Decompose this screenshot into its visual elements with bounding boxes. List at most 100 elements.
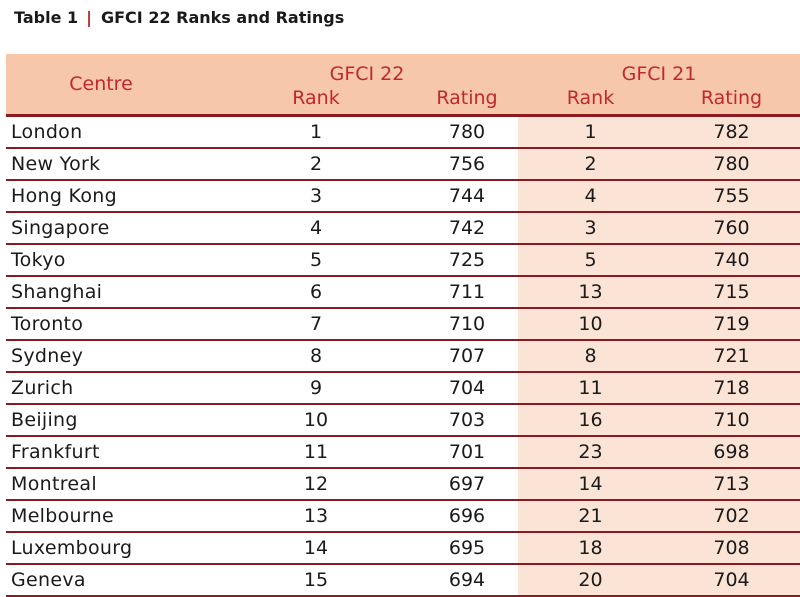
cell-gfci22-rank: 10	[303, 408, 329, 431]
ranks-table-container: Centre GFCI 22 GFCI 21 Rank Rating Rank …	[6, 54, 800, 597]
cell-centre: Tokyo	[11, 248, 66, 271]
table-row: Melbourne 13 696 21 702	[6, 499, 800, 532]
header-gfci21-rank: Rank	[518, 87, 663, 116]
table-row: New York 2 756 2 780	[6, 147, 800, 180]
cell-centre: New York	[11, 152, 101, 175]
cell-gfci21-rank: 10	[518, 307, 663, 340]
cell-gfci22-rating: 695	[448, 536, 486, 559]
cell-gfci21-rank: 8	[518, 339, 663, 372]
caption-separator: |	[86, 8, 92, 27]
cell-gfci22-rank: 15	[303, 568, 329, 591]
header-centre: Centre	[6, 54, 216, 116]
cell-gfci21-rank: 21	[518, 499, 663, 532]
cell-gfci22-rank: 13	[303, 504, 329, 527]
table-row: Luxembourg 14 695 18 708	[6, 531, 800, 564]
table-row: Montreal 12 697 14 713	[6, 467, 800, 500]
header-gfci21: GFCI 21	[518, 54, 800, 87]
cell-gfci22-rating: 701	[448, 440, 486, 463]
cell-gfci22-rank: 7	[309, 312, 323, 335]
table-number: Table 1	[14, 8, 79, 27]
cell-centre: Toronto	[11, 312, 84, 335]
cell-centre: London	[11, 120, 83, 143]
header-row-groups: Centre GFCI 22 GFCI 21	[6, 54, 800, 116]
cell-gfci22-rank: 14	[303, 536, 329, 559]
cell-gfci21-rank: 18	[518, 531, 663, 564]
cell-gfci21-rating: 715	[663, 275, 800, 308]
cell-gfci21-rank: 3	[518, 211, 663, 244]
cell-gfci21-rating: 704	[663, 563, 800, 596]
cell-gfci22-rating: 744	[448, 184, 486, 207]
table-row: Singapore 4 742 3 760	[6, 211, 800, 244]
table-row: Frankfurt 11 701 23 698	[6, 435, 800, 468]
cell-gfci21-rating: 780	[663, 147, 800, 180]
cell-gfci21-rank: 16	[518, 403, 663, 436]
cell-centre: Frankfurt	[11, 440, 100, 463]
table-row: Beijing 10 703 16 710	[6, 403, 800, 436]
header-gfci22-rating: Rating	[416, 87, 518, 116]
cell-gfci21-rank: 14	[518, 467, 663, 500]
cell-gfci22-rank: 8	[309, 344, 323, 367]
table-row: Sydney 8 707 8 721	[6, 339, 800, 372]
ranks-table: Centre GFCI 22 GFCI 21 Rank Rating Rank …	[6, 54, 800, 597]
cell-gfci22-rating: 703	[448, 408, 486, 431]
table-row: Zurich 9 704 11 718	[6, 371, 800, 404]
table-row: Toronto 7 710 10 719	[6, 307, 800, 340]
cell-gfci22-rank: 1	[309, 120, 323, 143]
cell-gfci21-rating: 782	[663, 115, 800, 148]
cell-gfci22-rating: 697	[448, 472, 486, 495]
table-row: Hong Kong 3 744 4 755	[6, 179, 800, 212]
header-gfci21-rating: Rating	[663, 87, 800, 116]
cell-centre: Beijing	[11, 408, 78, 431]
table-row: Tokyo 5 725 5 740	[6, 243, 800, 276]
cell-gfci22-rating: 711	[448, 280, 486, 303]
cell-gfci21-rating: 760	[663, 211, 800, 244]
table-body: London 1 780 1 782 New York 2 756 2 780 Hong Kong 3…	[6, 115, 800, 596]
cell-gfci21-rank: 11	[518, 371, 663, 404]
table-row: Shanghai 6 711 13 715	[6, 275, 800, 308]
table-header: Centre GFCI 22 GFCI 21 Rank Rating Rank …	[6, 54, 800, 116]
cell-gfci22-rating: 694	[448, 568, 486, 591]
cell-gfci22-rank: 3	[309, 184, 323, 207]
cell-gfci22-rating: 780	[448, 120, 486, 143]
cell-gfci21-rating: 708	[663, 531, 800, 564]
cell-gfci22-rating: 725	[448, 248, 486, 271]
header-gfci22-rank: Rank	[216, 87, 416, 116]
cell-centre: Melbourne	[11, 504, 114, 527]
cell-centre: Hong Kong	[11, 184, 117, 207]
cell-gfci22-rank: 9	[309, 376, 323, 399]
cell-gfci22-rating: 756	[448, 152, 486, 175]
cell-gfci21-rank: 1	[518, 115, 663, 148]
cell-gfci21-rating: 702	[663, 499, 800, 532]
cell-gfci22-rank: 4	[309, 216, 323, 239]
table-caption: Table 1 | GFCI 22 Ranks and Ratings	[14, 6, 344, 30]
cell-gfci22-rank: 12	[303, 472, 329, 495]
table-title: GFCI 22 Ranks and Ratings	[100, 8, 345, 27]
cell-gfci22-rating: 704	[448, 376, 486, 399]
cell-centre: Sydney	[11, 344, 84, 367]
cell-gfci21-rating: 698	[663, 435, 800, 468]
header-gfci22: GFCI 22	[216, 54, 518, 87]
cell-gfci21-rating: 755	[663, 179, 800, 212]
cell-gfci22-rank: 11	[303, 440, 329, 463]
table-row: Geneva 15 694 20 704	[6, 563, 800, 596]
cell-gfci22-rank: 2	[309, 152, 323, 175]
cell-centre: Luxembourg	[11, 536, 133, 559]
cell-gfci21-rating: 710	[663, 403, 800, 436]
cell-gfci21-rank: 2	[518, 147, 663, 180]
table-row: London 1 780 1 782	[6, 115, 800, 148]
cell-centre: Montreal	[11, 472, 97, 495]
cell-gfci22-rating: 707	[448, 344, 486, 367]
cell-gfci22-rating: 696	[448, 504, 486, 527]
cell-gfci21-rating: 713	[663, 467, 800, 500]
cell-gfci22-rating: 742	[448, 216, 486, 239]
header-row-columns: Rank Rating Rank Rating	[6, 87, 800, 116]
cell-centre: Zurich	[11, 376, 74, 399]
cell-gfci21-rating: 718	[663, 371, 800, 404]
cell-centre: Geneva	[11, 568, 86, 591]
cell-gfci22-rank: 5	[309, 248, 323, 271]
cell-gfci21-rank: 13	[518, 275, 663, 308]
cell-gfci21-rating: 721	[663, 339, 800, 372]
cell-centre: Shanghai	[11, 280, 103, 303]
cell-gfci21-rank: 20	[518, 563, 663, 596]
cell-gfci21-rank: 4	[518, 179, 663, 212]
